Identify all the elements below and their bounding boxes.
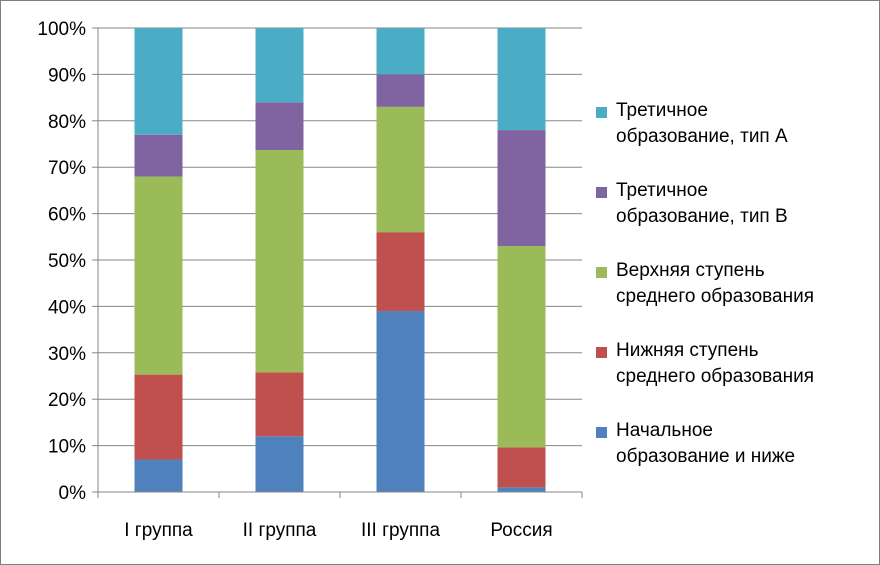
bar-segment [255, 150, 304, 373]
legend-item-tertiary-a: Третичное образование, тип А [596, 98, 876, 178]
legend-swatch [596, 187, 607, 198]
legend-item-tertiary-b: Третичное образование, тип В [596, 178, 876, 258]
bar-segment [497, 130, 546, 247]
y-tick-labels: 0% 10% 20% 30% 40% 50% 60% 70% 80% 90% 100% [37, 19, 86, 504]
legend-label: Третичное образование, тип А [616, 100, 788, 147]
y-tick-label: 90% [48, 65, 86, 86]
legend-label: Начальное образование и ниже [616, 420, 796, 467]
legend-item-primary: Начальное образование и ниже [596, 418, 876, 498]
x-tick-labels: I группа II группа III группа Россия [124, 520, 552, 541]
y-tick-label: 80% [48, 112, 86, 133]
bar-segment [134, 176, 183, 375]
bar-segment [497, 246, 546, 448]
bar-segment [376, 28, 425, 75]
y-tick-label: 0% [59, 483, 87, 504]
bar-segment [376, 106, 425, 233]
x-tick-label: I группа [124, 520, 193, 541]
bar-segment [134, 28, 183, 135]
legend-swatch [596, 427, 607, 438]
legend-swatch [596, 107, 607, 118]
legend-label: Нижняя ступень среднего образования [616, 340, 814, 387]
x-tick-label: III группа [361, 520, 440, 541]
bar-segment [134, 374, 183, 460]
x-tick-label: II группа [243, 520, 317, 541]
bar-segment [376, 232, 425, 312]
bar-segment [376, 311, 425, 492]
bar-segment [255, 28, 304, 103]
bar-segment [134, 134, 183, 177]
legend-label: Третичное образование, тип В [616, 180, 788, 227]
bar-segment [255, 436, 304, 492]
y-tick-label: 30% [48, 344, 86, 365]
legend: Третичное образование, тип А Третичное о… [596, 98, 876, 498]
legend-item-lower-secondary: Нижняя ступень среднего образования [596, 338, 876, 418]
bar-segment [376, 74, 425, 107]
bar-segment [255, 102, 304, 151]
bar-segment [497, 487, 546, 492]
bar-segment [497, 28, 546, 131]
y-tick-label: 70% [48, 158, 86, 179]
legend-item-upper-secondary: Верхняя ступень среднего образования [596, 258, 876, 338]
x-tick-label: Россия [490, 520, 552, 541]
y-tick-label: 100% [37, 19, 86, 40]
axes [92, 27, 583, 498]
y-tick-label: 50% [48, 251, 86, 272]
bars [134, 28, 546, 492]
legend-swatch [596, 267, 607, 278]
bar-segment [134, 459, 183, 492]
legend-label: Верхняя ступень среднего образования [616, 260, 814, 307]
bar-segment [497, 447, 546, 488]
y-tick-label: 60% [48, 205, 86, 226]
y-tick-label: 40% [48, 297, 86, 318]
bar-segment [255, 372, 304, 437]
legend-swatch [596, 347, 607, 358]
y-tick-label: 20% [48, 390, 86, 411]
y-tick-label: 10% [48, 437, 86, 458]
